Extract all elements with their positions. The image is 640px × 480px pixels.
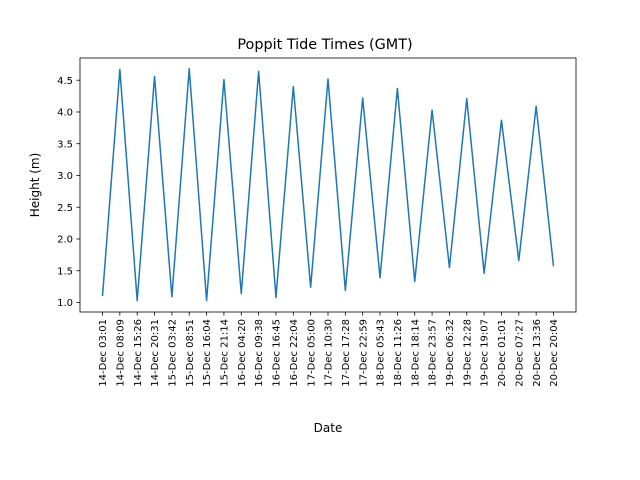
y-tick-label: 4.5 [57, 76, 73, 87]
y-tick-label: 3.0 [57, 171, 73, 182]
x-tick-label: 17-Dec 22:59 [358, 319, 369, 387]
x-tick-label: 15-Dec 16:04 [202, 319, 213, 387]
x-axis-label: Date [314, 421, 343, 435]
x-tick-label: 14-Dec 20:31 [150, 319, 161, 387]
x-tick-label: 17-Dec 17:28 [341, 319, 352, 387]
x-tick-label: 18-Dec 05:43 [376, 319, 387, 387]
x-tick-label: 20-Dec 01:01 [497, 319, 508, 387]
y-tick-label: 2.5 [57, 203, 73, 214]
x-tick-label: 14-Dec 03:01 [98, 319, 109, 387]
y-tick-label: 1.5 [57, 266, 73, 277]
x-tick-label: 20-Dec 20:04 [549, 319, 560, 387]
x-tick-label: 18-Dec 18:14 [410, 319, 421, 387]
x-tick-label: 16-Dec 22:04 [289, 319, 300, 387]
x-tick-label: 15-Dec 08:51 [185, 319, 196, 387]
y-tick-label: 4.0 [57, 108, 73, 119]
y-tick-label: 2.0 [57, 235, 73, 246]
x-tick-label: 15-Dec 21:14 [220, 319, 231, 387]
tide-height-line [101, 68, 555, 302]
chart-title: Poppit Tide Times (GMT) [237, 37, 412, 53]
x-tick-label: 20-Dec 07:27 [514, 319, 525, 387]
x-tick-label: 19-Dec 19:07 [480, 319, 491, 387]
x-tick-label: 16-Dec 16:45 [272, 319, 283, 387]
x-axis: 14-Dec 03:01 14-Dec 08:09 14-Dec 15:26 14-D… [98, 312, 560, 387]
x-tick-label: 15-Dec 03:42 [167, 319, 178, 387]
x-tick-label: 19-Dec 06:32 [445, 319, 456, 387]
x-tick-label: 14-Dec 15:26 [133, 319, 144, 387]
plot-area [101, 68, 555, 302]
x-tick-label: 14-Dec 08:09 [115, 319, 126, 387]
x-tick-label: 17-Dec 05:00 [306, 319, 317, 387]
x-tick-label: 16-Dec 04:20 [237, 319, 248, 387]
x-tick-label: 16-Dec 09:38 [254, 319, 265, 387]
y-tick-label: 3.5 [57, 139, 73, 150]
axes-frame [79, 57, 577, 313]
x-tick-label: 20-Dec 13:36 [532, 319, 543, 387]
x-tick-label: 17-Dec 10:30 [324, 319, 335, 387]
y-tick-label: 1.0 [57, 298, 73, 309]
x-tick-label: 18-Dec 23:57 [428, 319, 439, 387]
y-axis: 1.0 1.5 2.0 2.5 3.0 3.5 4.0 4.5 [57, 76, 80, 309]
y-axis-label: Height (m) [28, 153, 42, 218]
x-tick-label: 19-Dec 12:28 [462, 319, 473, 387]
x-tick-label: 18-Dec 11:26 [393, 319, 404, 387]
